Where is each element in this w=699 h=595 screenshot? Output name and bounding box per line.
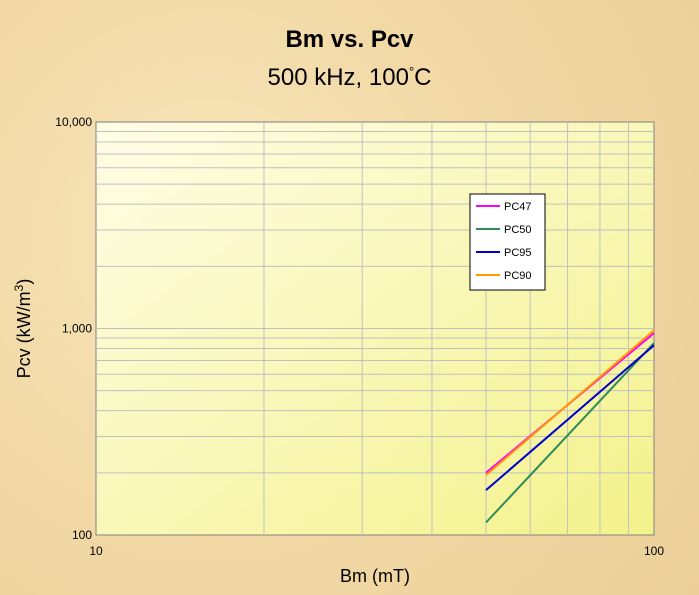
- legend-label: PC50: [504, 224, 532, 236]
- y-tick-label: 1,000: [62, 322, 92, 336]
- tick-labels: 100 1,000 10,000 10 100: [55, 115, 664, 558]
- chart-title: Bm vs. Pcv: [285, 26, 414, 53]
- series-line-pc95: [485, 344, 655, 491]
- series-line-pc50: [485, 342, 655, 524]
- series-lines: [485, 329, 655, 524]
- y-tick-label: 100: [72, 528, 92, 542]
- legend-label: PC90: [504, 270, 532, 282]
- grid-lines: [96, 122, 654, 535]
- legend: PC47 PC50 PC95 PC90: [469, 193, 546, 291]
- chart-subtitle: 500 kHz, 100°C: [267, 64, 432, 91]
- x-tick-label: 100: [644, 544, 664, 558]
- legend-label: PC95: [504, 247, 532, 259]
- y-tick-label: 10,000: [55, 115, 92, 129]
- y-axis-label: Pcv (kW/m3): [12, 279, 34, 379]
- x-tick-label: 10: [89, 544, 103, 558]
- legend-label: PC47: [504, 201, 532, 213]
- series-line-pc90: [485, 329, 655, 476]
- x-axis-label: Bm (mT): [340, 566, 410, 586]
